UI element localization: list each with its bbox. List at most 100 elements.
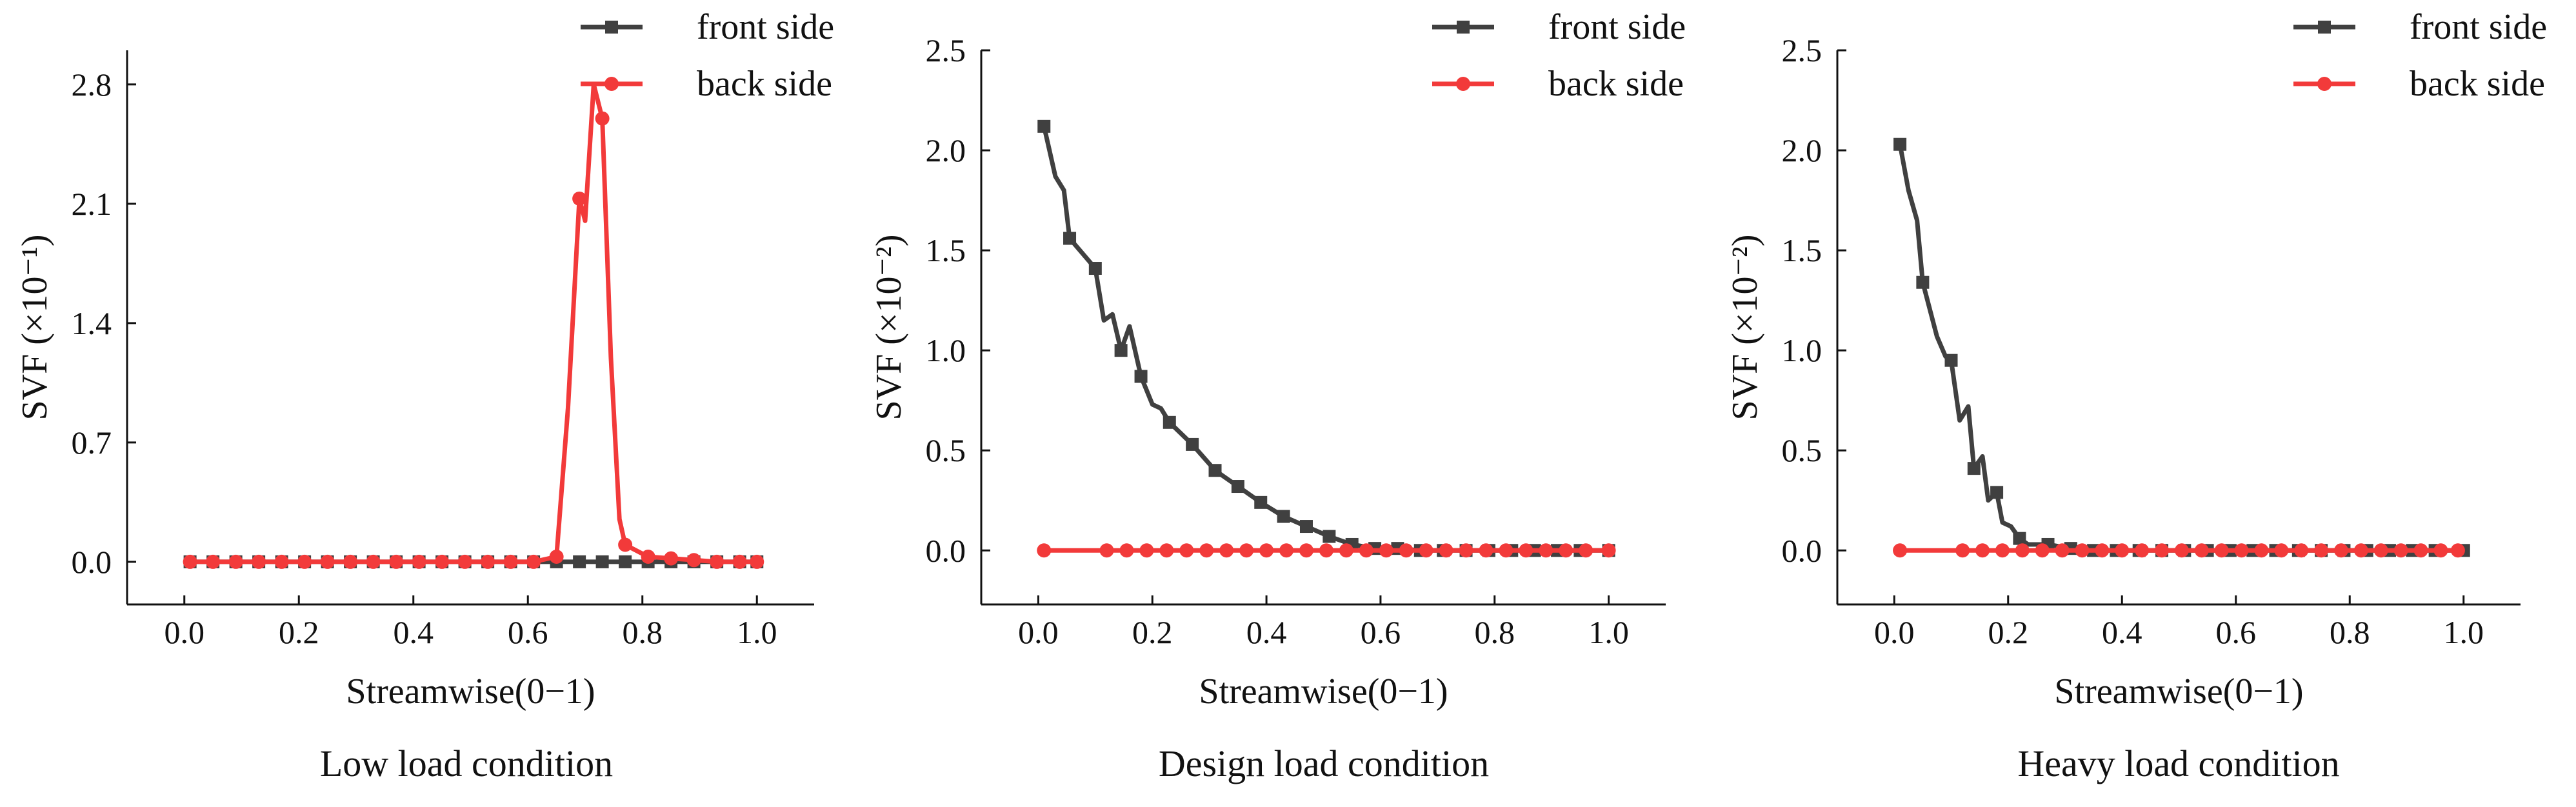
front-side-point (1323, 530, 1336, 543)
x-axis-title: Streamwise(0−1) (2054, 672, 2303, 712)
front-side-point (1163, 415, 1176, 429)
back-side-point (1239, 543, 1254, 558)
back-side-point (274, 554, 289, 569)
x-tick-label: 0.0 (165, 614, 205, 650)
front-side-point (1990, 486, 2004, 499)
back-side-point (2075, 543, 2090, 558)
back-side-point (1379, 543, 1393, 558)
back-side-point (2294, 543, 2309, 558)
front-side-point (1299, 520, 1313, 533)
x-tick-label: 0.4 (1246, 614, 1287, 650)
back-side-point (2214, 543, 2229, 558)
x-tick-label: 0.8 (1475, 614, 1515, 650)
x-tick-label: 0.6 (2216, 614, 2257, 650)
back-side-point (366, 554, 381, 569)
front-side-point (1967, 462, 1981, 475)
y-tick-label: 1.5 (926, 232, 966, 268)
panel-caption: Design load condition (1159, 742, 1489, 784)
back-side-point (2274, 543, 2289, 558)
y-tick-label: 1.4 (72, 305, 112, 341)
back-side-point (1259, 543, 1274, 558)
front-side-point (1037, 119, 1051, 133)
back-side-point (595, 111, 610, 126)
front-side-point (1231, 480, 1244, 493)
legend-back-side-marker (2317, 77, 2331, 91)
back-side-point (2095, 543, 2110, 558)
front-side-point (619, 555, 632, 568)
y-tick-label: 0.5 (1782, 432, 1822, 468)
back-side-point (1359, 543, 1373, 558)
back-side-point (320, 554, 335, 569)
x-tick-label: 0.2 (1132, 614, 1173, 650)
back-side-point (710, 554, 724, 569)
back-side-point (1579, 543, 1593, 558)
back-side-point (1399, 543, 1413, 558)
back-side-point (1139, 543, 1154, 558)
back-side-point (206, 554, 221, 569)
back-side-point (1199, 543, 1214, 558)
x-axis-title: Streamwise(0−1) (1199, 672, 1448, 712)
back-side-line (188, 82, 759, 564)
y-tick-label: 2.1 (72, 186, 112, 222)
x-tick-label: 0.4 (394, 614, 434, 650)
x-tick-label: 0.2 (279, 614, 319, 650)
front-side-point (1063, 232, 1077, 245)
y-tick-label: 2.8 (72, 66, 112, 103)
back-side-point (2413, 543, 2428, 558)
back-side-point (2174, 543, 2189, 558)
back-side-point (2433, 543, 2448, 558)
x-tick-label: 0.0 (1018, 614, 1059, 650)
back-side-point (183, 554, 197, 569)
y-tick-label: 0.0 (926, 532, 966, 568)
back-side-point (2035, 543, 2050, 558)
back-side-point (1601, 543, 1616, 558)
legend-back-side-label: back side (697, 64, 832, 104)
back-side-point (1439, 543, 1453, 558)
panel-caption: Heavy load condition (2017, 742, 2339, 784)
x-tick-label: 1.0 (2444, 614, 2484, 650)
back-side-point (1319, 543, 1333, 558)
chart-panel-heavy-load: 0.0 0.5 1.0 1.5 2.0 2.5 0.0 0.2 0.4 0.6 0.8 1.0 Stre… (1725, 7, 2547, 784)
back-side-point (435, 554, 450, 569)
back-side-point (2254, 543, 2269, 558)
x-tick-label: 0.4 (2102, 614, 2142, 650)
back-side-point (412, 554, 426, 569)
x-tick-label: 1.0 (1588, 614, 1629, 650)
back-side-point (2314, 543, 2329, 558)
legend-back-side-marker (604, 77, 619, 91)
back-side-point (457, 554, 472, 569)
y-axis-title: SVF (×10⁻²) (869, 235, 909, 421)
back-side-point (572, 191, 587, 206)
front-side-point (1114, 344, 1128, 357)
back-side-point (2135, 543, 2150, 558)
back-side-point (2373, 543, 2388, 558)
front-side-line (1041, 124, 1612, 553)
legend-front-side-marker (2318, 21, 2331, 34)
legend-front-side-label: front side (697, 7, 834, 47)
back-side-point (2055, 543, 2070, 558)
back-side-point (732, 554, 747, 569)
back-side-point (686, 553, 701, 568)
back-side-point (343, 554, 358, 569)
back-side-point (618, 537, 633, 552)
back-side-point (1159, 543, 1174, 558)
y-tick-label: 0.5 (926, 432, 966, 468)
chart-panel-low-load: 0.0 0.7 1.4 2.1 2.8 0.0 0.2 0.4 0.6 0.8 1.0 Streamw… (15, 7, 834, 784)
legend-front-side-marker (1457, 21, 1470, 34)
back-side-point (1179, 543, 1194, 558)
back-side-point (1479, 543, 1493, 558)
legend-front-side-label: front side (2410, 7, 2547, 47)
back-side-point (1119, 543, 1134, 558)
back-side-point (297, 554, 312, 569)
front-side-point (1208, 464, 1222, 477)
back-side-point (503, 554, 518, 569)
back-side-point (750, 554, 764, 569)
back-side-point (2194, 543, 2209, 558)
y-tick-label: 1.0 (1782, 332, 1822, 368)
back-side-point (1099, 543, 1114, 558)
y-tick-label: 1.0 (926, 332, 966, 368)
back-side-point (2115, 543, 2130, 558)
front-side-line (1897, 142, 2466, 553)
x-axis-title: Streamwise(0−1) (346, 672, 595, 712)
back-side-point (2234, 543, 2249, 558)
